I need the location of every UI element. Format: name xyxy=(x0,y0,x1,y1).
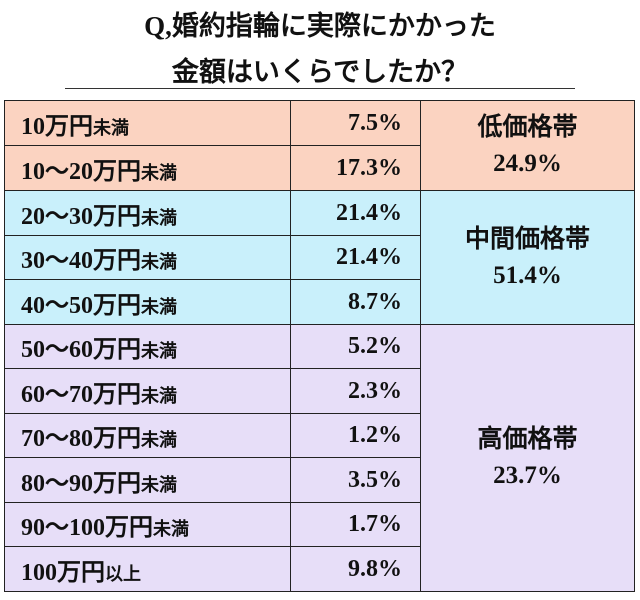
range-cell: 80〜90万円未満 xyxy=(4,457,291,503)
table-body: 10万円未満 7.5% 低価格帯 24.9% 10〜20万円未満 17.3% 20〜30万円… xyxy=(4,99,635,593)
table-row: 10万円未満 7.5% 低価格帯 24.9% xyxy=(4,99,635,192)
range-suffix: 未満 xyxy=(141,385,177,406)
range-text: 70〜80万円 xyxy=(21,426,141,453)
percent-cell: 1.2% xyxy=(290,412,421,459)
range-suffix: 未満 xyxy=(153,519,189,540)
percent-cell: 21.4% xyxy=(290,190,421,236)
percent-cell: 21.4% xyxy=(290,234,421,281)
range-cell: 10万円未満 xyxy=(4,99,291,147)
range-text: 60〜70万円 xyxy=(21,381,141,408)
range-suffix: 以上 xyxy=(105,563,141,584)
percent-cell: 7.5% xyxy=(290,99,421,147)
range-cell: 70〜80万円未満 xyxy=(4,412,291,459)
range-cell: 40〜50万円未満 xyxy=(4,279,291,325)
percent-cell: 2.3% xyxy=(290,368,421,414)
range-text: 20〜30万円 xyxy=(21,203,141,230)
table-row: 20〜30万円未満 21.4% 中間価格帯 51.4% xyxy=(4,190,635,325)
range-suffix: 未満 xyxy=(141,474,177,495)
price-table: 10万円未満 7.5% 低価格帯 24.9% 10〜20万円未満 17.3% 20〜30万円… xyxy=(4,99,635,593)
range-suffix: 未満 xyxy=(141,252,177,273)
title-line: Q,婚約指輪に実際にかかった xyxy=(144,11,496,41)
range-cell: 10〜20万円未満 xyxy=(4,145,291,192)
range-cell: 100万円以上 xyxy=(4,546,291,592)
group-cell: 中間価格帯 51.4% xyxy=(420,190,635,325)
range-text: 10〜20万円 xyxy=(21,158,141,185)
range-suffix: 未満 xyxy=(141,341,177,362)
group-label: 中間価格帯 xyxy=(464,225,590,253)
range-text: 90〜100万円 xyxy=(21,515,153,542)
range-cell: 90〜100万円未満 xyxy=(4,501,291,548)
range-suffix: 未満 xyxy=(141,207,177,228)
range-text: 50〜60万円 xyxy=(21,337,141,364)
group-cell: 高価格帯 23.7% xyxy=(420,323,635,593)
range-suffix: 未満 xyxy=(141,162,177,183)
range-suffix: 未満 xyxy=(141,296,177,317)
range-suffix: 未満 xyxy=(93,117,129,138)
range-text: 40〜50万円 xyxy=(21,292,141,319)
title-line: 金額はいくらでしたか？ xyxy=(171,57,469,87)
percent-cell: 5.2% xyxy=(290,323,421,370)
title-rule xyxy=(65,88,575,89)
range-suffix: 未満 xyxy=(141,430,177,451)
percent-cell: 17.3% xyxy=(290,145,421,192)
group-label: 低価格帯 xyxy=(477,113,578,141)
range-cell: 30〜40万円未満 xyxy=(4,234,291,281)
percent-cell: 1.7% xyxy=(290,501,421,548)
percent-cell: 9.8% xyxy=(290,546,421,592)
percent-cell: 3.5% xyxy=(290,457,421,503)
range-text: 10万円 xyxy=(21,113,93,140)
group-total: 23.7% xyxy=(493,461,562,489)
range-cell: 50〜60万円未満 xyxy=(4,323,291,370)
table-row: 50〜60万円未満 5.2% 高価格帯 23.7% xyxy=(4,323,635,593)
group-cell: 低価格帯 24.9% xyxy=(420,99,635,192)
group-total: 51.4% xyxy=(493,261,562,289)
range-cell: 60〜70万円未満 xyxy=(4,368,291,414)
percent-cell: 8.7% xyxy=(290,279,421,325)
table-row: 70〜80万円未満 1.2% xyxy=(4,412,635,459)
range-cell: 20〜30万円未満 xyxy=(4,190,291,236)
group-total: 24.9% xyxy=(493,149,562,177)
range-text: 100万円 xyxy=(21,559,105,586)
range-text: 80〜90万円 xyxy=(21,470,141,497)
range-text: 30〜40万円 xyxy=(21,248,141,275)
group-label: 高価格帯 xyxy=(477,425,578,453)
